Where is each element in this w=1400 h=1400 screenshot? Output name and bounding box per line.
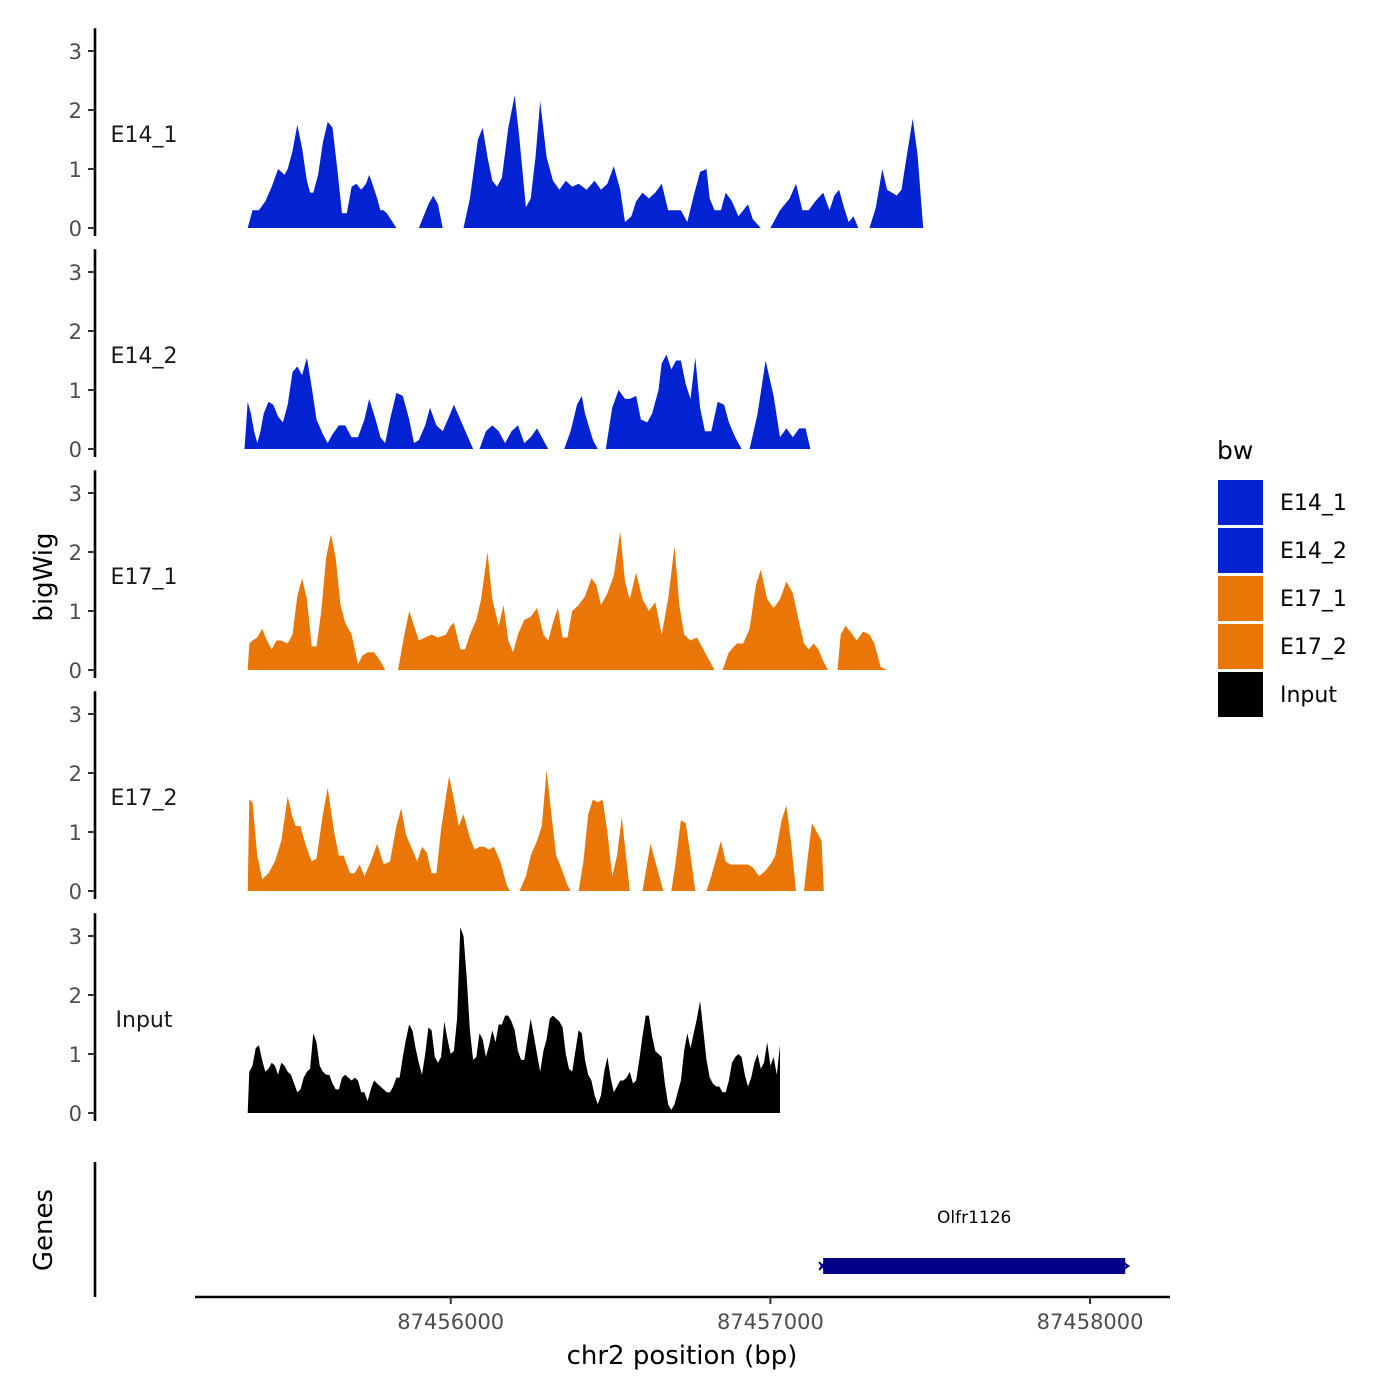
coverage-area-E14_1	[770, 183, 859, 228]
legend-label-E14_1: E14_1	[1280, 491, 1347, 516]
track-label-E14_2: E14_2	[111, 344, 178, 369]
legend-swatch-E14_2	[1218, 528, 1263, 573]
coverage-area-E17_1	[722, 569, 828, 670]
coverage-area-Input	[247, 927, 780, 1113]
coverage-area-E17_2	[642, 843, 664, 891]
y-tick-label: 1	[69, 600, 82, 624]
track-label-E17_1: E17_1	[111, 565, 178, 590]
coverage-area-E14_2	[564, 395, 598, 449]
legend-title: bw	[1217, 436, 1253, 465]
y-tick-label: 3	[69, 482, 82, 506]
coverage-area-E17_2	[671, 820, 696, 891]
track-label-E17_2: E17_2	[111, 786, 178, 811]
legend-label-E17_2: E17_2	[1280, 635, 1347, 660]
track-panels: 0 1 2 3 E14_1 0 1 2 3 E14_2 0 1 2 3 E17_1 0 1 2 3 E17_2 0 1 2 3…	[69, 28, 924, 1126]
gene-label-Olfr1126: Olfr1126	[937, 1208, 1011, 1228]
x-tick-label: 87458000	[1037, 1310, 1144, 1334]
y-tick-label: 1	[69, 821, 82, 845]
legend-label-Input: Input	[1280, 683, 1337, 708]
y-tick-label: 0	[69, 1102, 82, 1126]
y-tick-label: 1	[69, 379, 82, 403]
x-axis: 87456000 87457000 87458000 chr2 position (…	[195, 1295, 1170, 1371]
coverage-area-E14_1	[463, 95, 761, 228]
coverage-area-E17_1	[247, 534, 386, 670]
y-tick-label: 0	[69, 880, 82, 904]
y-tick-label: 2	[69, 99, 82, 123]
legend-items: E14_1 E14_2 E17_1 E17_2 Input	[1218, 480, 1347, 717]
track-panel-Input: 0 1 2 3 Input	[69, 913, 780, 1126]
gene-track: Olfr1126	[818, 1208, 1131, 1274]
y-tick-label: 3	[69, 925, 82, 949]
coverage-area-E17_2	[706, 805, 796, 891]
legend-swatch-Input	[1218, 672, 1263, 717]
y-axis-title: bigWig	[29, 532, 59, 621]
y-tick-label: 0	[69, 217, 82, 241]
track-panel-E17_1: 0 1 2 3 E17_1	[69, 470, 888, 683]
genes-label: Genes	[29, 1189, 59, 1271]
y-tick-label: 2	[69, 762, 82, 786]
coverage-area-E17_1	[837, 625, 888, 670]
y-tick-label: 3	[69, 40, 82, 64]
coverage-area-E17_2	[519, 770, 571, 891]
coverage-area-E14_2	[479, 425, 549, 449]
x-tick-label: 87456000	[397, 1310, 504, 1334]
legend-swatch-E17_1	[1218, 576, 1263, 621]
track-label-Input: Input	[116, 1008, 173, 1033]
y-tick-label: 3	[69, 261, 82, 285]
legend-label-E17_1: E17_1	[1280, 587, 1347, 612]
y-tick-label: 2	[69, 320, 82, 344]
coverage-area-E17_2	[804, 823, 824, 891]
strand-marker-start	[818, 1261, 826, 1271]
track-panel-E14_2: 0 1 2 3 E14_2	[69, 249, 811, 462]
legend-swatch-E17_2	[1218, 624, 1263, 669]
coverage-area-E17_2	[578, 799, 630, 891]
y-tick-label: 2	[69, 984, 82, 1008]
legend: bw E14_1 E14_2 E17_1 E17_2 Input	[1217, 436, 1347, 717]
coverage-area-E14_1	[247, 121, 397, 228]
y-tick-label: 3	[69, 703, 82, 727]
genes-panel: Genes Olfr1126	[29, 1162, 1131, 1297]
gene-body-Olfr1126	[823, 1258, 1126, 1274]
y-tick-label: 0	[69, 659, 82, 683]
legend-swatch-E14_1	[1218, 480, 1263, 525]
track-panel-E17_2: 0 1 2 3 E17_2	[69, 691, 824, 904]
x-axis-title: chr2 position (bp)	[567, 1341, 798, 1371]
strand-marker-end	[1121, 1261, 1131, 1271]
coverage-area-E14_1	[869, 118, 924, 228]
x-ticks: 87456000 87457000 87458000	[397, 1297, 1144, 1334]
track-label-E14_1: E14_1	[111, 123, 178, 148]
y-tick-label: 1	[69, 158, 82, 182]
y-tick-label: 0	[69, 438, 82, 462]
coverage-area-E14_2	[605, 354, 811, 449]
x-tick-label: 87457000	[717, 1310, 824, 1334]
y-tick-label: 1	[69, 1043, 82, 1067]
coverage-area-E14_1	[418, 195, 443, 228]
y-tick-label: 2	[69, 541, 82, 565]
coverage-area-E17_2	[247, 776, 510, 891]
coverage-area-E14_2	[244, 357, 474, 449]
coverage-area-E17_1	[398, 531, 715, 670]
legend-label-E14_2: E14_2	[1280, 539, 1347, 564]
track-panel-E14_1: 0 1 2 3 E14_1	[69, 28, 924, 241]
